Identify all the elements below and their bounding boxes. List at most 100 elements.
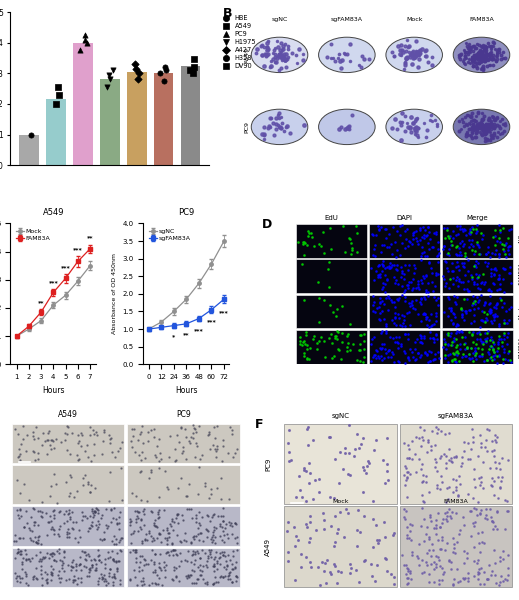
Bar xyxy=(19,134,39,165)
Bar xyxy=(400,424,512,504)
Text: ***: *** xyxy=(61,265,71,270)
Ellipse shape xyxy=(319,37,375,73)
Text: B: B xyxy=(223,7,233,20)
Title: A549: A549 xyxy=(43,208,64,217)
Point xyxy=(188,68,197,78)
Text: sgNC: sgNC xyxy=(518,234,519,248)
Text: ***: *** xyxy=(207,320,216,325)
Text: sgNC: sgNC xyxy=(0,435,1,451)
Bar xyxy=(154,73,173,165)
Text: A549: A549 xyxy=(58,410,78,419)
Bar xyxy=(127,548,240,587)
Point xyxy=(189,55,198,64)
Ellipse shape xyxy=(453,37,510,73)
Point xyxy=(156,68,165,78)
Bar xyxy=(369,224,440,258)
Text: A549: A549 xyxy=(245,47,250,63)
Bar xyxy=(46,100,66,165)
Point xyxy=(83,38,91,47)
Ellipse shape xyxy=(319,109,375,145)
Bar xyxy=(369,330,440,364)
Text: A549: A549 xyxy=(265,538,271,556)
Bar xyxy=(284,506,397,587)
Bar xyxy=(442,330,513,364)
Text: Mock: Mock xyxy=(332,499,349,503)
Text: **: ** xyxy=(38,300,44,305)
Point xyxy=(105,70,113,80)
Point xyxy=(51,99,60,109)
Point xyxy=(109,65,117,75)
Point xyxy=(190,62,198,72)
Point xyxy=(53,82,62,92)
Bar xyxy=(127,465,240,504)
Text: FAM83A: FAM83A xyxy=(469,17,494,22)
Point xyxy=(27,130,35,139)
Point xyxy=(135,68,143,78)
Bar xyxy=(442,259,513,293)
Text: ***: *** xyxy=(73,247,83,252)
Ellipse shape xyxy=(386,37,443,73)
Legend: Mock, FAM83A: Mock, FAM83A xyxy=(13,227,52,244)
Text: Mock: Mock xyxy=(406,17,422,22)
Point xyxy=(76,46,84,55)
Text: PC9: PC9 xyxy=(265,457,271,470)
Point xyxy=(54,90,63,100)
Text: sgNC: sgNC xyxy=(332,413,350,419)
Text: FAM83A: FAM83A xyxy=(518,336,519,358)
Text: *: * xyxy=(172,334,175,339)
Bar xyxy=(127,72,146,165)
Bar xyxy=(12,465,125,504)
X-axis label: Hours: Hours xyxy=(42,386,64,395)
Bar xyxy=(296,295,367,328)
Bar xyxy=(284,424,397,504)
X-axis label: Hours: Hours xyxy=(175,386,198,395)
Bar xyxy=(369,295,440,328)
Point xyxy=(162,65,170,75)
Point xyxy=(160,62,169,72)
Text: Mock: Mock xyxy=(0,518,1,534)
Text: ***: *** xyxy=(194,328,204,332)
Bar xyxy=(296,224,367,258)
Text: sgFAM83A: sgFAM83A xyxy=(331,17,363,22)
Ellipse shape xyxy=(386,109,443,145)
Point xyxy=(103,82,111,92)
Legend: HBE, A549, PC9, H1975, A427, H358, DV90: HBE, A549, PC9, H1975, A427, H358, DV90 xyxy=(217,12,259,71)
Text: sgFAM83A: sgFAM83A xyxy=(0,469,1,500)
Text: Mock: Mock xyxy=(518,304,519,319)
Legend: sgNC, sgFAM83A: sgNC, sgFAM83A xyxy=(146,227,193,244)
Point xyxy=(81,30,89,40)
Point xyxy=(131,59,139,69)
Bar xyxy=(12,548,125,587)
Text: D: D xyxy=(262,218,272,231)
Text: **: ** xyxy=(183,332,189,338)
Text: EdU: EdU xyxy=(324,215,338,221)
Text: Merge: Merge xyxy=(467,215,488,221)
Text: F: F xyxy=(255,418,264,431)
Text: sgNC: sgNC xyxy=(271,17,288,22)
Bar xyxy=(181,65,200,165)
Text: sgFAM83A: sgFAM83A xyxy=(518,262,519,290)
Bar xyxy=(400,506,512,587)
Ellipse shape xyxy=(251,37,308,73)
Text: sgFAM83A: sgFAM83A xyxy=(438,413,474,419)
Text: ***: *** xyxy=(219,310,229,315)
Point xyxy=(132,64,141,73)
Text: DAPI: DAPI xyxy=(397,215,413,221)
Y-axis label: Absorbance of OD 450nm: Absorbance of OD 450nm xyxy=(112,253,117,334)
Bar xyxy=(442,224,513,258)
Point xyxy=(81,35,89,44)
Text: PC9: PC9 xyxy=(245,121,250,133)
Point xyxy=(160,76,168,86)
Bar xyxy=(296,330,367,364)
Point xyxy=(185,65,194,75)
Point xyxy=(134,74,142,84)
Bar xyxy=(442,295,513,328)
Bar xyxy=(127,424,240,463)
Text: PC9: PC9 xyxy=(176,410,191,419)
Text: FAM83A: FAM83A xyxy=(444,499,469,503)
Text: FAM83A: FAM83A xyxy=(0,555,1,580)
Bar xyxy=(100,79,119,165)
Bar xyxy=(73,43,93,165)
Bar xyxy=(12,506,125,545)
Title: PC9: PC9 xyxy=(178,208,195,217)
